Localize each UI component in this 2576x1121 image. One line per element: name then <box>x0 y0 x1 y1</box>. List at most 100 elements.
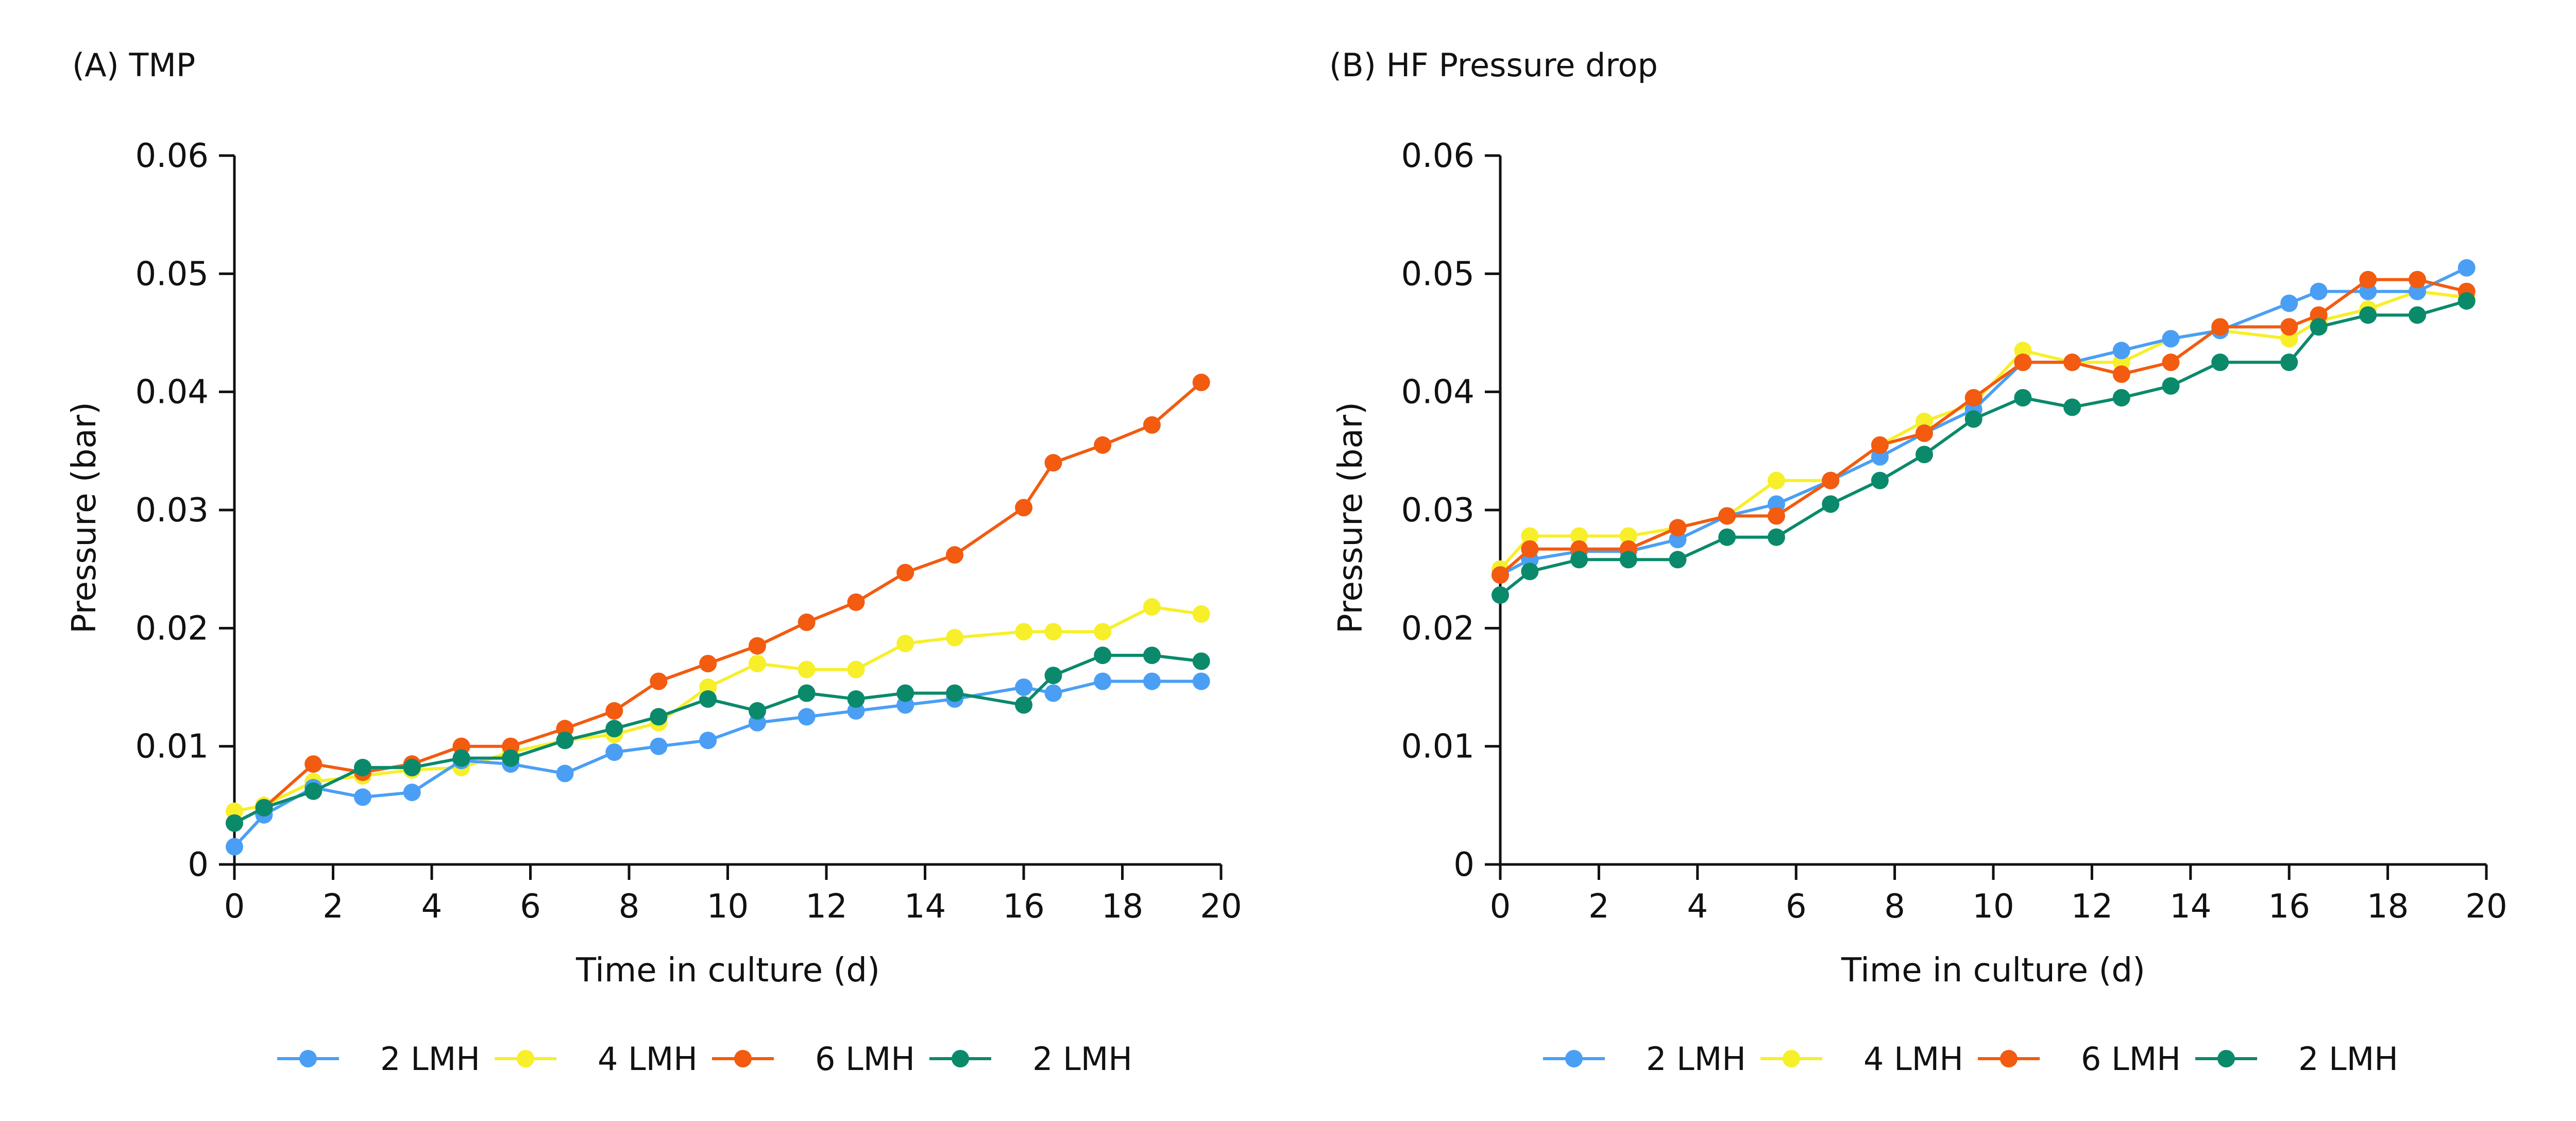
chart-a-series-3-point <box>1044 454 1062 472</box>
chart-a-series-4-point <box>749 702 766 720</box>
chart-a-series-4 <box>226 647 1210 832</box>
chart-a-ylabel: Pressure (bar) <box>65 402 104 634</box>
chart-a-series-1-point <box>605 743 623 761</box>
chart-b-series-3-point <box>1916 424 1933 442</box>
chart-a-y-tick-label: 0.06 <box>135 137 209 175</box>
chart-a-series-3-point <box>749 637 766 655</box>
chart-a-x-tick-label: 8 <box>619 888 640 926</box>
chart-a-x-tick-label: 16 <box>1003 888 1044 926</box>
chart-b-series-3-point <box>2014 353 2032 371</box>
chart-b-series-3-point <box>2162 353 2180 371</box>
chart-b-legend-label: 2 LMH <box>1646 1040 1746 1078</box>
chart-b-series-4-point <box>1718 528 1736 546</box>
chart-b-series-1-point <box>2458 259 2476 277</box>
chart-a-series-3-point <box>1015 499 1032 517</box>
chart-b-series-4-point <box>2409 306 2426 324</box>
chart-b-series-4-point <box>1521 563 1539 581</box>
chart-b-x-tick-label: 18 <box>2367 888 2409 926</box>
chart-panel-a: (A) TMP Time in culture (d) Pressure (ba… <box>65 46 1242 1078</box>
chart-b-series-4-point <box>2310 318 2328 336</box>
chart-a-series-1-point <box>798 708 816 726</box>
chart-b-series-3-point <box>2359 270 2377 288</box>
chart-b-series-4-point <box>1669 551 1687 569</box>
chart-b-series-3-point <box>1964 389 1982 407</box>
chart-a-y-tick-label: 0.01 <box>135 728 209 766</box>
chart-b-legend-label: 2 LMH <box>2298 1040 2398 1078</box>
chart-a-series-1-point <box>1094 672 1112 690</box>
chart-a-legend-swatch-marker <box>952 1050 969 1067</box>
chart-a-series-3-line <box>233 381 1202 825</box>
chart-b-legend-item: 2 LMH <box>1543 1040 1746 1078</box>
chart-b-series-1-point <box>2280 294 2298 312</box>
chart-b-series-3-point <box>1521 540 1539 558</box>
chart-a-series-1-point <box>556 765 574 783</box>
chart-b-series-4-point <box>1570 551 1588 569</box>
chart-a-series-4-point <box>650 708 668 726</box>
chart-b-series-4-point <box>2280 353 2298 371</box>
chart-panel-b: (B) HF Pressure drop Time in culture (d)… <box>1329 46 2507 1078</box>
chart-b-legend-label: 4 LMH <box>1863 1040 1963 1078</box>
chart-a-legend-label: 2 LMH <box>1032 1040 1132 1078</box>
chart-a-legend-item: 6 LMH <box>712 1040 915 1078</box>
chart-a-series-2-point <box>1192 605 1210 623</box>
chart-a-legend-swatch-marker <box>734 1050 752 1067</box>
chart-b-x-tick-label: 8 <box>1884 888 1905 926</box>
chart-b-series-1-point <box>2112 342 2130 360</box>
chart-a-series-2-point <box>798 660 816 678</box>
chart-a-series-1-point <box>1015 678 1032 696</box>
chart-b-series-3-point <box>2112 365 2130 383</box>
chart-b-legend-item: 4 LMH <box>1760 1040 1963 1078</box>
chart-b-x-tick-label: 0 <box>1490 888 1511 926</box>
chart-b-x-tick-label: 12 <box>2071 888 2113 926</box>
chart-a-series-2-point <box>847 660 865 678</box>
chart-a-series-2-point <box>1015 623 1032 641</box>
chart-a-series-2-point <box>749 655 766 673</box>
chart-b-series-4-point <box>2162 377 2180 395</box>
chart-b-legend-swatch-marker <box>1565 1050 1583 1067</box>
chart-a-series-4-point <box>354 758 371 776</box>
chart-a-series-1-point <box>650 737 668 755</box>
chart-b-series-4-point <box>1619 551 1637 569</box>
chart-b-x-tick-label: 20 <box>2465 888 2507 926</box>
chart-b-series-4-line <box>1499 299 2467 597</box>
chart-a-series-2-point <box>1094 623 1112 641</box>
chart-b-series-3-point <box>1492 566 1509 584</box>
chart-b-xlabel: Time in culture (d) <box>1841 952 2145 990</box>
chart-b-y-tick-label: 0.04 <box>1401 373 1475 412</box>
chart-a-legend-item: 2 LMH <box>277 1040 480 1078</box>
chart-b-title: (B) HF Pressure drop <box>1329 46 1658 84</box>
chart-b-series-4-point <box>2458 292 2476 310</box>
chart-a-series-3-point <box>1192 373 1210 392</box>
chart-a-series-2-point <box>1143 598 1161 616</box>
chart-b-x-tick-label: 10 <box>1972 888 2014 926</box>
chart-a-series-1-point <box>699 732 717 750</box>
chart-b-y-tick-label: 0.02 <box>1401 609 1475 648</box>
chart-a-x-tick-label: 2 <box>323 888 344 926</box>
chart-a-x-tick-label: 0 <box>224 888 245 926</box>
chart-a-series-2-point <box>946 629 963 647</box>
chart-a-xlabel: Time in culture (d) <box>575 952 880 990</box>
chart-a-x-tick-label: 14 <box>904 888 946 926</box>
chart-b-x-tick-label: 2 <box>1588 888 1609 926</box>
chart-a-x-tick-label: 18 <box>1101 888 1143 926</box>
chart-a-legend-item: 4 LMH <box>495 1040 698 1078</box>
chart-a-series-4-point <box>255 799 273 817</box>
chart-a-x-tick-label: 6 <box>520 888 541 926</box>
chart-b-series-4-point <box>1916 446 1933 464</box>
chart-b-legend-item: 6 LMH <box>1978 1040 2181 1078</box>
chart-a-legend-item: 2 LMH <box>929 1040 1132 1078</box>
chart-b-series-2-point <box>1521 527 1539 545</box>
chart-a-series-4-point <box>556 732 574 750</box>
chart-a-y-tick-label: 0 <box>188 846 209 884</box>
chart-b-series-1-point <box>2162 330 2180 348</box>
chart-a-series-4-point <box>226 814 243 832</box>
chart-b-series-4 <box>1492 292 2476 604</box>
chart-b-series-4-point <box>2063 398 2081 416</box>
chart-a-series-4-point <box>699 690 717 708</box>
chart-a-series-4-point <box>605 720 623 738</box>
chart-b-series-2-point <box>1619 527 1637 545</box>
chart-a-series-3-point <box>1094 436 1112 454</box>
chart-b-legend-swatch-marker <box>1783 1050 1800 1067</box>
chart-b-x-tick-label: 16 <box>2268 888 2310 926</box>
